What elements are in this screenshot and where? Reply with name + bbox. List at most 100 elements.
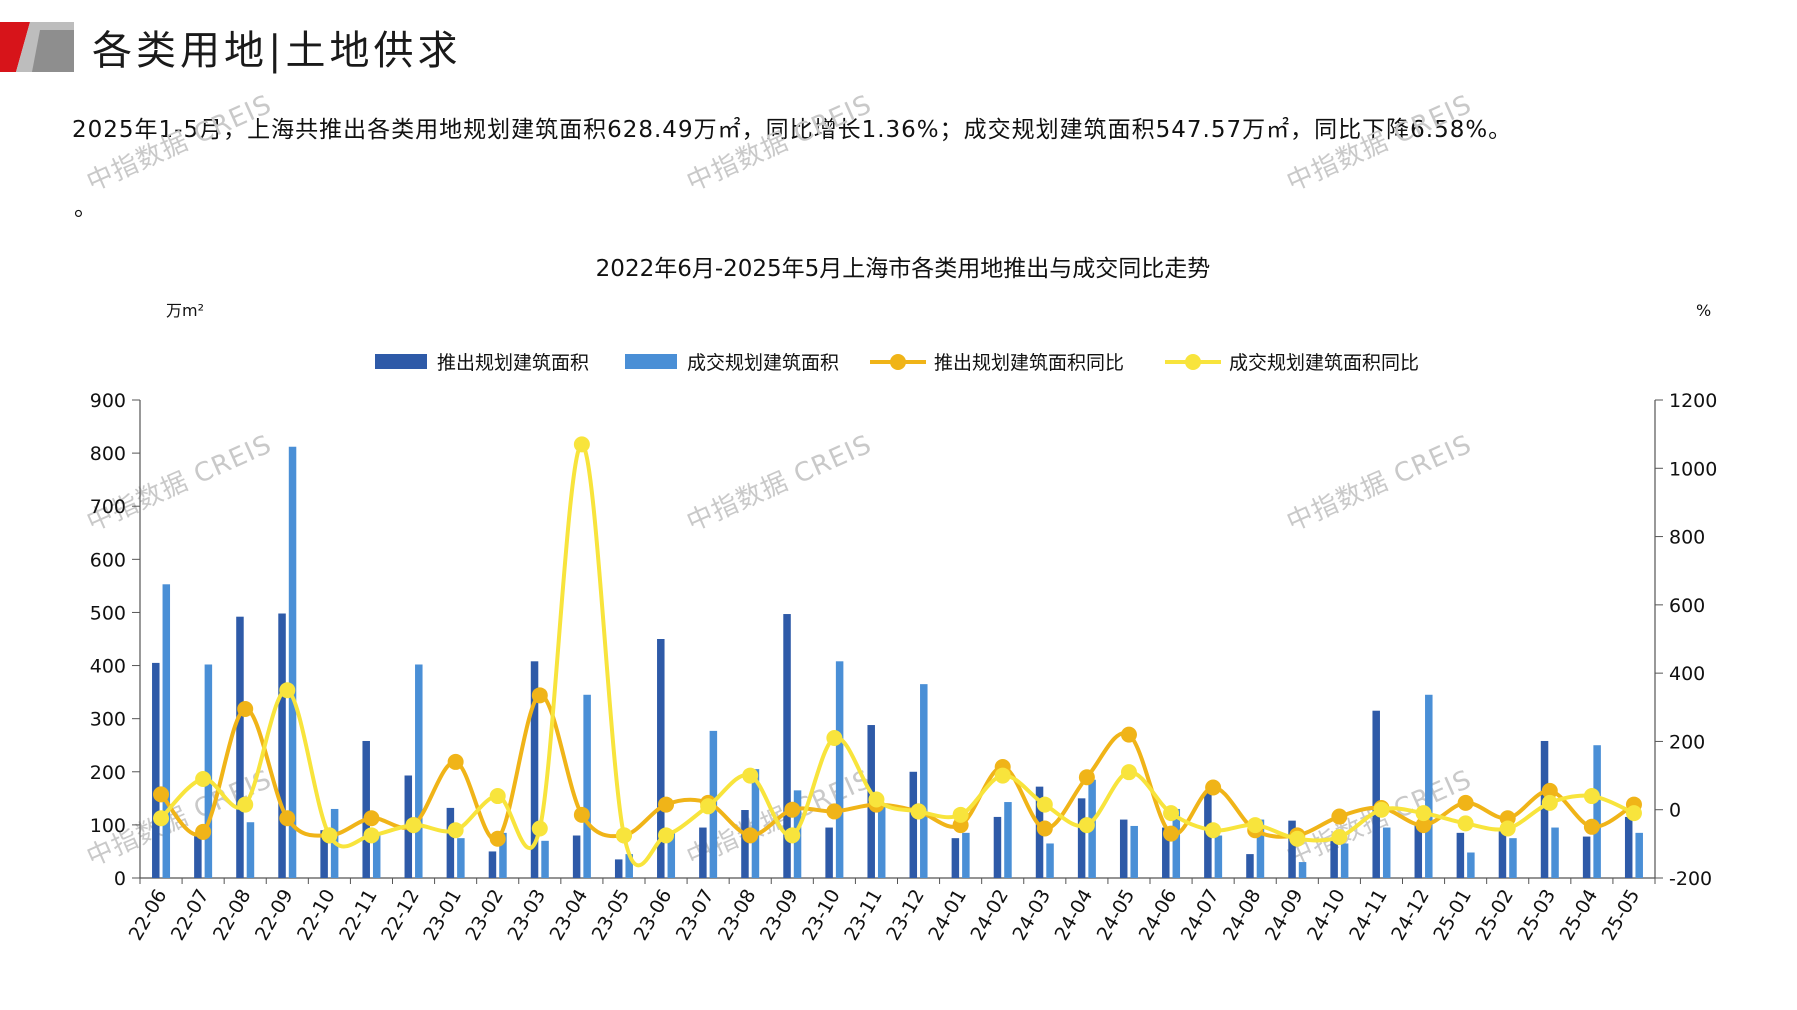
- bar-launch-area: [1119, 819, 1128, 878]
- page-title: 各类用地|土地供求: [92, 28, 462, 74]
- line-launch-yoy-point: [447, 753, 464, 770]
- line-launch-yoy-point: [1583, 818, 1600, 835]
- bar-launch-area: [1246, 854, 1254, 878]
- line-launch-yoy-point: [1078, 769, 1095, 786]
- y-tick-label: 900: [90, 390, 126, 412]
- legend-swatch: [625, 354, 677, 369]
- line-deal-yoy-point: [742, 767, 759, 784]
- bar-launch-area: [909, 771, 918, 878]
- bar-launch-area: [741, 810, 749, 878]
- y-tick-label: 800: [90, 443, 126, 465]
- x-tick-label: 24-09: [1261, 886, 1308, 945]
- x-tick-label: 24-11: [1345, 886, 1392, 945]
- bar-launch-area: [278, 613, 286, 878]
- bar-deal-area: [499, 832, 507, 878]
- line-deal-yoy: [159, 442, 1635, 868]
- bar-launch-area: [1540, 740, 1549, 878]
- line-deal-yoy-point: [1289, 830, 1306, 847]
- line-deal-yoy-point: [1625, 805, 1642, 822]
- bar-deal-area: [667, 830, 676, 878]
- line-launch-yoy-point: [1331, 808, 1348, 825]
- bar-deal-area: [1593, 745, 1601, 878]
- y2-axis-label: %: [1696, 301, 1711, 320]
- bar-launch-area: [194, 832, 202, 878]
- y-tick-label: 600: [90, 549, 126, 571]
- line-launch-yoy-point: [1541, 782, 1558, 799]
- bar-launch-area: [320, 830, 328, 878]
- line-launch-yoy-point: [363, 810, 380, 827]
- bar-launch-area: [614, 859, 623, 878]
- bar-deal-area: [372, 832, 381, 878]
- x-tick-label: 22-09: [251, 886, 298, 945]
- line-deal-yoy-point: [1373, 801, 1390, 818]
- x-tick-label: 23-08: [714, 886, 761, 945]
- x-tick-label: 25-05: [1598, 886, 1645, 945]
- line-deal-yoy-point: [363, 827, 380, 844]
- bar-deal-area: [877, 806, 886, 878]
- bar-launch-area: [488, 851, 497, 878]
- x-tick-label: 24-08: [1219, 886, 1266, 945]
- line-launch-yoy-point: [1457, 794, 1474, 811]
- y2-tick-label: -200: [1669, 868, 1712, 890]
- line-deal-yoy-point: [784, 827, 801, 844]
- line-deal-yoy-point: [1415, 805, 1432, 822]
- bar-launch-area: [1372, 710, 1380, 878]
- line-deal-yoy-point: [1499, 820, 1516, 837]
- line-launch-yoy-point: [531, 687, 548, 704]
- line-deal-yoy-point: [279, 682, 296, 699]
- bar-launch-area: [530, 661, 539, 878]
- line-deal-yoy-point: [1583, 788, 1600, 805]
- x-tick-label: 24-05: [1093, 886, 1140, 945]
- x-tick-label: 22-10: [293, 886, 340, 945]
- line-deal-yoy-point: [153, 810, 170, 827]
- bar-launch-area: [1498, 830, 1507, 878]
- bar-deal-area: [162, 584, 171, 878]
- bar-deal-area: [1130, 825, 1138, 878]
- bar-deal-area: [1382, 827, 1391, 878]
- line-launch-yoy-point: [153, 786, 170, 803]
- line-launch-yoy-point: [489, 830, 506, 847]
- line-launch-yoy-point: [237, 700, 254, 717]
- line-launch-yoy-point: [279, 810, 296, 827]
- bar-launch-area: [362, 740, 370, 878]
- bar-launch-area: [1414, 824, 1423, 878]
- bar-deal-area: [1046, 843, 1054, 878]
- bar-deal-area: [920, 684, 928, 878]
- bar-deal-area: [1298, 862, 1307, 878]
- y2-tick-label: 0: [1669, 800, 1681, 822]
- bar-launch-area: [572, 835, 581, 878]
- y-tick-label: 200: [90, 762, 126, 784]
- line-deal-yoy-point: [868, 791, 885, 808]
- bar-launch-area: [446, 807, 455, 878]
- line-deal-yoy-point: [994, 767, 1011, 784]
- bar-deal-area: [288, 446, 297, 878]
- bar-deal-area: [1635, 832, 1643, 878]
- bar-launch-area: [1077, 798, 1086, 878]
- x-tick-label: 24-10: [1303, 886, 1350, 945]
- summary-text: 2025年1-5月，上海共推出各类用地规划建筑面积628.49万㎡，同比增长1.…: [72, 117, 1513, 143]
- brand-logo: [0, 22, 74, 72]
- x-tick-label: 23-01: [419, 886, 466, 945]
- x-tick-label: 24-12: [1387, 886, 1434, 945]
- bar-launch-area: [1288, 820, 1296, 878]
- x-tick-label: 25-03: [1513, 886, 1560, 945]
- line-deal-yoy-point: [1247, 817, 1264, 834]
- y-tick-label: 300: [90, 709, 126, 731]
- line-deal-yoy-point: [658, 827, 675, 844]
- bar-deal-area: [1256, 819, 1265, 878]
- line-deal-yoy-point: [1541, 794, 1558, 811]
- bar-launch-area: [1162, 827, 1170, 878]
- bars: [152, 446, 1643, 878]
- line-deal-yoy-point: [615, 827, 632, 844]
- line-deal-yoy-point: [489, 788, 506, 805]
- line-launch-yoy-point: [658, 796, 675, 813]
- y2-tick-label: 400: [1669, 663, 1705, 685]
- bar-launch-area: [1330, 840, 1338, 878]
- bar-launch-area: [1582, 836, 1591, 878]
- line-launch-yoy-point: [826, 803, 843, 820]
- line-deal-yoy-point: [1205, 822, 1222, 839]
- line-deal-yoy-point: [700, 798, 717, 815]
- line-launch-yoy-point: [742, 827, 759, 844]
- x-tick-label: 23-06: [630, 886, 677, 945]
- line-deal-yoy-point: [195, 770, 212, 787]
